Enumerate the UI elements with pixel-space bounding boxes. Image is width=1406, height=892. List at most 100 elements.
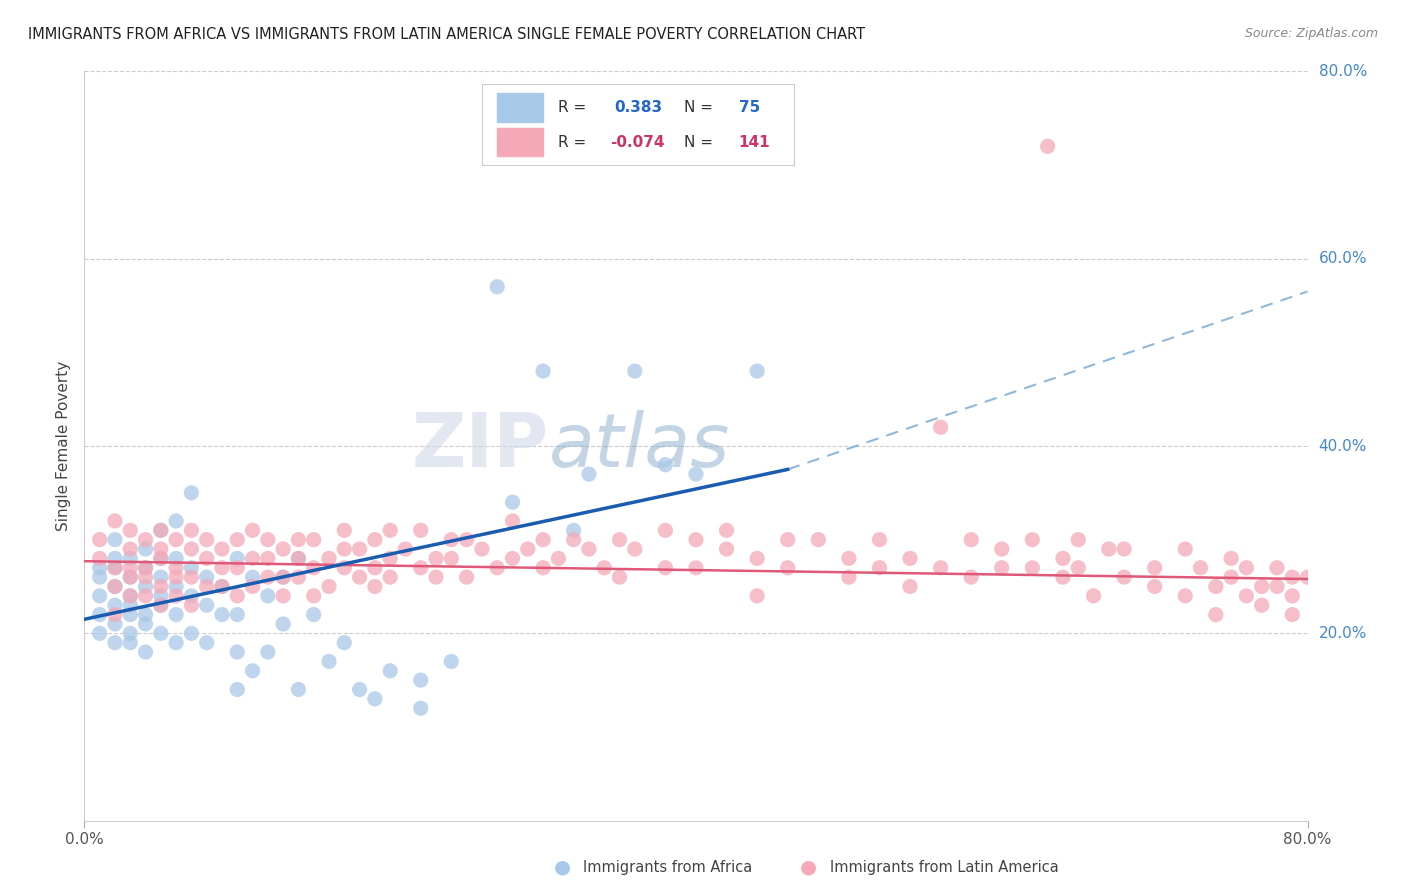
Point <box>89 561 111 575</box>
Point <box>1021 561 1043 575</box>
Point <box>89 607 111 622</box>
Point <box>364 533 387 547</box>
Point <box>120 542 142 557</box>
Text: 0.383: 0.383 <box>614 100 662 115</box>
Text: atlas: atlas <box>550 410 731 482</box>
Point <box>747 551 769 566</box>
Point <box>135 570 157 584</box>
Point <box>226 533 249 547</box>
Point <box>89 570 111 584</box>
Point <box>898 551 921 566</box>
Point <box>104 561 127 575</box>
Point <box>624 364 647 378</box>
Point <box>1052 551 1074 566</box>
Point <box>104 533 127 547</box>
Point <box>1174 589 1197 603</box>
Point <box>547 551 569 566</box>
Point <box>195 551 218 566</box>
Point <box>685 561 707 575</box>
Point <box>654 524 676 538</box>
Point <box>333 524 356 538</box>
Point <box>120 635 142 649</box>
Text: 40.0%: 40.0% <box>1319 439 1367 453</box>
Point <box>991 542 1014 557</box>
Point <box>593 561 616 575</box>
Point <box>211 561 233 575</box>
Point <box>531 533 554 547</box>
Point <box>1143 580 1166 594</box>
Point <box>1205 607 1227 622</box>
Point <box>211 542 233 557</box>
Point <box>271 542 294 557</box>
Point <box>1036 139 1059 153</box>
Point <box>287 551 309 566</box>
Point <box>89 626 111 640</box>
Point <box>1098 542 1121 557</box>
Point <box>242 570 264 584</box>
Point <box>302 533 325 547</box>
Point <box>135 561 157 575</box>
Point <box>195 570 218 584</box>
Point <box>180 542 202 557</box>
Point <box>135 561 157 575</box>
Point <box>364 561 387 575</box>
Point <box>135 533 157 547</box>
Point <box>195 599 218 613</box>
Point <box>135 580 157 594</box>
Point <box>929 561 952 575</box>
Point <box>242 551 264 566</box>
Point <box>776 533 799 547</box>
Point <box>149 589 172 603</box>
Point <box>333 635 356 649</box>
Point <box>149 626 172 640</box>
Point <box>1250 580 1272 594</box>
Point <box>165 607 187 622</box>
Point <box>89 533 111 547</box>
Text: Immigrants from Africa: Immigrants from Africa <box>583 860 752 874</box>
Point <box>1281 589 1303 603</box>
Point <box>180 524 202 538</box>
Point <box>471 542 494 557</box>
Point <box>578 542 600 557</box>
Point <box>287 533 309 547</box>
Point <box>409 561 432 575</box>
Point <box>349 682 371 697</box>
Point <box>135 607 157 622</box>
Point <box>440 533 463 547</box>
Point <box>149 599 172 613</box>
Point <box>456 533 478 547</box>
Point <box>747 364 769 378</box>
Point <box>120 570 142 584</box>
Point <box>257 589 280 603</box>
Point <box>180 486 202 500</box>
Text: 80.0%: 80.0% <box>1319 64 1367 78</box>
Point <box>838 551 860 566</box>
Point <box>531 561 554 575</box>
Text: Immigrants from Latin America: Immigrants from Latin America <box>830 860 1059 874</box>
Point <box>120 561 142 575</box>
Point <box>1067 561 1090 575</box>
Point <box>1281 607 1303 622</box>
Point <box>1067 533 1090 547</box>
Point <box>456 570 478 584</box>
Text: 20.0%: 20.0% <box>1319 626 1367 640</box>
Point <box>898 580 921 594</box>
Point <box>440 655 463 669</box>
Point <box>149 570 172 584</box>
Point <box>135 645 157 659</box>
Point <box>1174 542 1197 557</box>
Text: 75: 75 <box>738 100 761 115</box>
Point <box>1220 570 1243 584</box>
Point <box>120 607 142 622</box>
Point <box>226 589 249 603</box>
Point <box>380 570 402 584</box>
FancyBboxPatch shape <box>482 84 794 165</box>
Point <box>271 589 294 603</box>
Point <box>624 542 647 557</box>
Point <box>180 626 202 640</box>
Point <box>1296 570 1319 584</box>
Point <box>287 682 309 697</box>
Point <box>380 664 402 678</box>
Point <box>716 524 738 538</box>
Point <box>211 607 233 622</box>
